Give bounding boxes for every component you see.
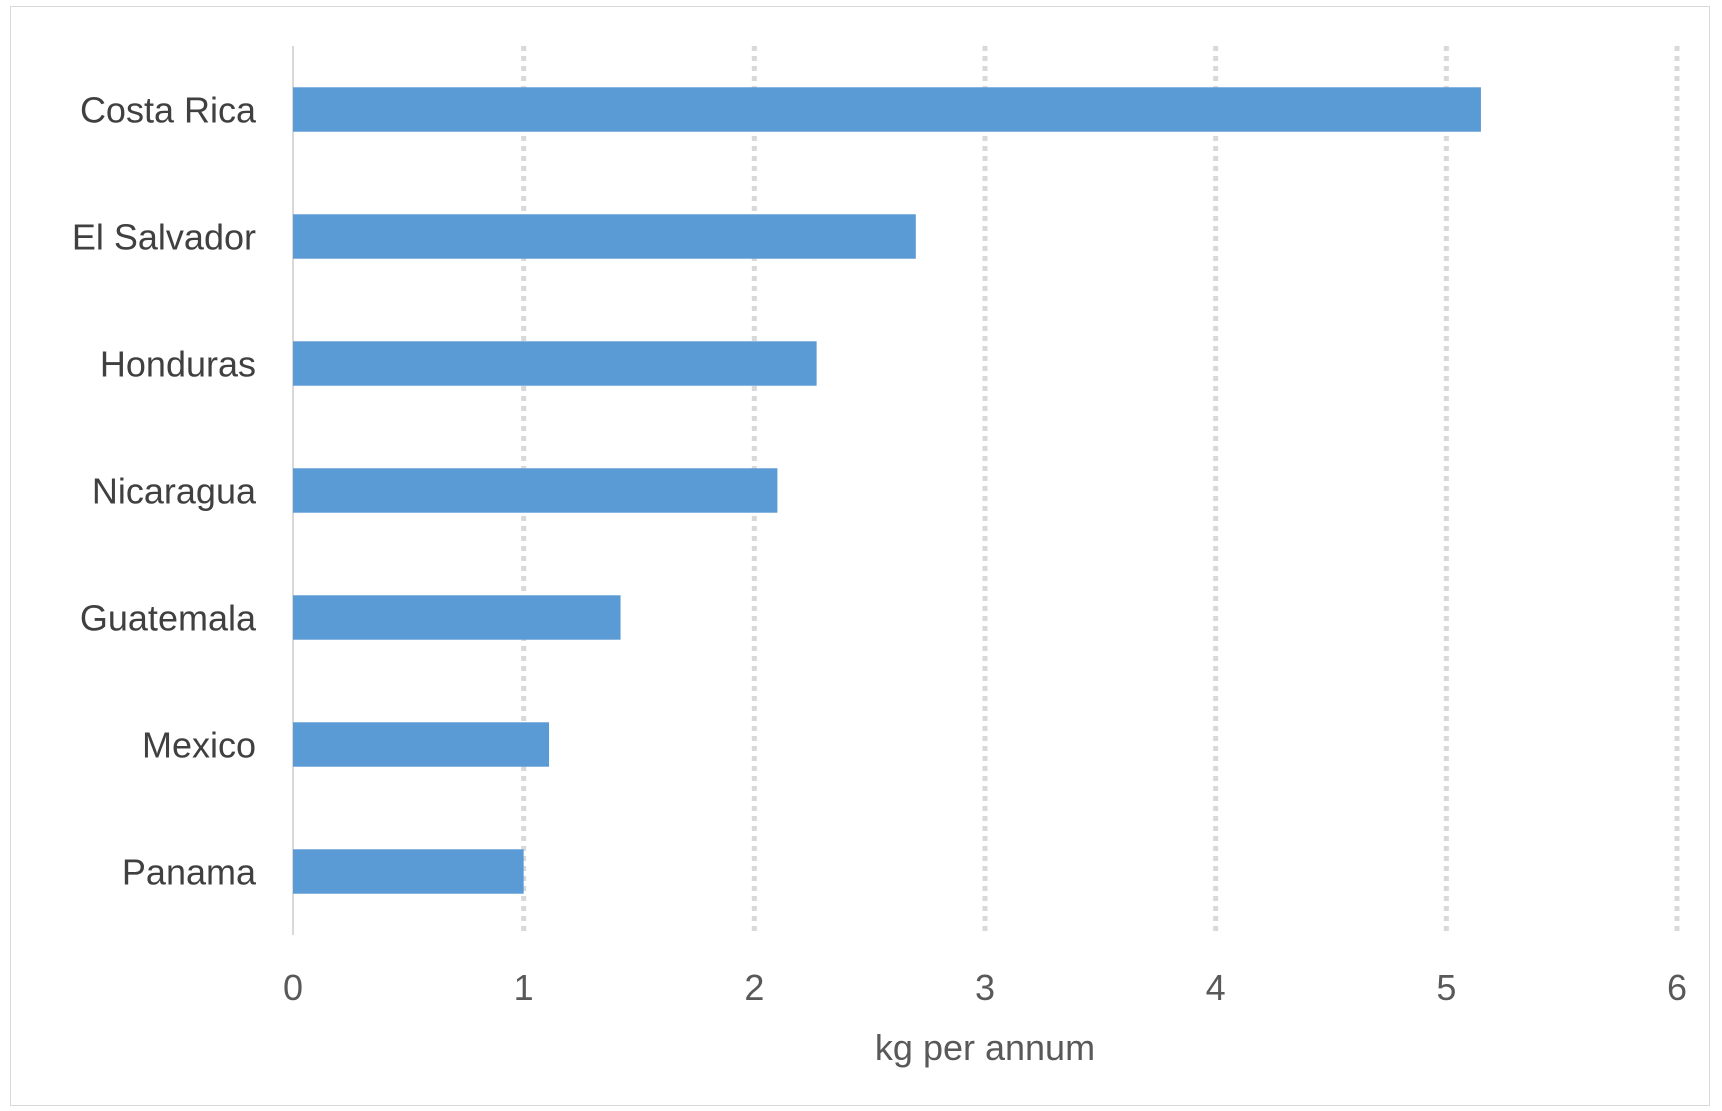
x-tick-label: 6 bbox=[1667, 967, 1687, 1008]
category-label: Nicaragua bbox=[92, 471, 257, 512]
category-label: Mexico bbox=[142, 725, 256, 766]
bar bbox=[293, 595, 621, 640]
category-label: Costa Rica bbox=[80, 90, 257, 131]
bar bbox=[293, 849, 524, 894]
category-label: Panama bbox=[122, 852, 257, 893]
bar bbox=[293, 722, 550, 767]
bars bbox=[293, 87, 1481, 894]
x-tick-label: 0 bbox=[283, 967, 303, 1008]
x-axis-title: kg per annum bbox=[875, 1027, 1095, 1068]
category-label: El Salvador bbox=[72, 217, 256, 258]
x-tick-label: 5 bbox=[1436, 967, 1456, 1008]
category-labels: Costa Rica El Salvador Honduras Nicaragua Gu… bbox=[72, 90, 257, 893]
bar bbox=[293, 87, 1481, 132]
x-tick-labels: 0 1 2 3 4 5 6 bbox=[283, 967, 1687, 1008]
bar bbox=[293, 468, 778, 513]
x-tick-label: 2 bbox=[744, 967, 764, 1008]
category-label: Honduras bbox=[100, 344, 256, 385]
bar bbox=[293, 214, 916, 259]
bar bbox=[293, 341, 817, 386]
x-tick-label: 3 bbox=[975, 967, 995, 1008]
x-tick-label: 1 bbox=[514, 967, 534, 1008]
category-label: Guatemala bbox=[80, 598, 257, 639]
x-tick-label: 4 bbox=[1206, 967, 1226, 1008]
